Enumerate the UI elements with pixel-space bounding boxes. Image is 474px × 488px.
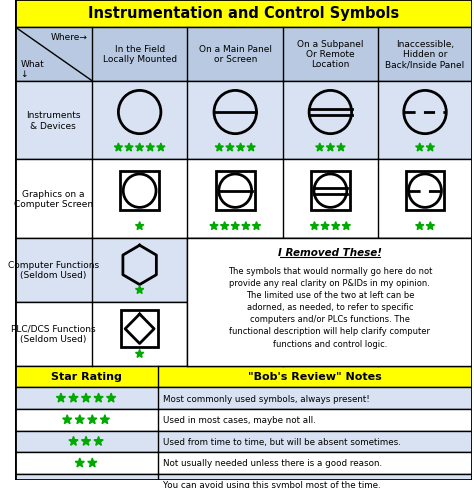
Polygon shape <box>69 436 78 446</box>
Text: What
↓: What ↓ <box>20 60 44 80</box>
Polygon shape <box>210 222 218 230</box>
Polygon shape <box>114 143 122 152</box>
Polygon shape <box>82 393 91 402</box>
Polygon shape <box>237 143 245 152</box>
Polygon shape <box>337 143 345 152</box>
Polygon shape <box>310 222 319 230</box>
Polygon shape <box>88 458 97 467</box>
Polygon shape <box>107 393 116 402</box>
Bar <box>15 430 473 452</box>
Text: You can avoid using this symbol most of the time.: You can avoid using this symbol most of … <box>164 480 381 488</box>
Bar <box>120 172 159 211</box>
Polygon shape <box>242 222 250 230</box>
Bar <box>216 172 255 211</box>
Polygon shape <box>100 415 109 424</box>
Text: I Removed These!: I Removed These! <box>278 247 382 257</box>
Polygon shape <box>146 143 155 152</box>
Bar <box>187 238 473 366</box>
Text: The symbols that would normally go here do not
provide any real clarity on P&IDs: The symbols that would normally go here … <box>228 266 432 348</box>
Text: "Bob's Review" Notes: "Bob's Review" Notes <box>248 372 382 382</box>
Polygon shape <box>82 436 91 446</box>
Bar <box>15 302 473 366</box>
Bar <box>311 172 350 211</box>
Bar <box>15 160 473 238</box>
Polygon shape <box>321 222 329 230</box>
Polygon shape <box>426 143 435 152</box>
Bar <box>15 0 473 27</box>
Bar <box>15 81 473 160</box>
Polygon shape <box>94 393 103 402</box>
Polygon shape <box>326 143 335 152</box>
Polygon shape <box>94 436 103 446</box>
Text: Instruments
& Devices: Instruments & Devices <box>26 111 81 130</box>
Text: Computer Functions
(Seldom Used): Computer Functions (Seldom Used) <box>8 261 99 280</box>
Text: Most commonly used symbols, always present!: Most commonly used symbols, always prese… <box>164 394 370 403</box>
Polygon shape <box>82 480 91 488</box>
Bar <box>15 409 473 430</box>
Text: On a Subpanel
Or Remote
Location: On a Subpanel Or Remote Location <box>297 40 364 69</box>
Polygon shape <box>231 222 239 230</box>
Polygon shape <box>316 143 324 152</box>
Polygon shape <box>63 415 72 424</box>
Bar <box>406 172 444 211</box>
Text: On a Main Panel
or Screen: On a Main Panel or Screen <box>199 45 272 64</box>
Polygon shape <box>136 286 144 294</box>
Bar <box>15 27 473 81</box>
Text: Not usually needed unless there is a good reason.: Not usually needed unless there is a goo… <box>164 459 383 468</box>
Bar <box>121 310 158 348</box>
Text: Graphics on a
Computer Screen: Graphics on a Computer Screen <box>14 189 93 209</box>
Text: In the Field
Locally Mounted: In the Field Locally Mounted <box>102 45 177 64</box>
Text: Used from time to time, but will be absent sometimes.: Used from time to time, but will be abse… <box>164 437 401 446</box>
Polygon shape <box>88 415 97 424</box>
Polygon shape <box>215 143 223 152</box>
Polygon shape <box>331 222 340 230</box>
Polygon shape <box>157 143 165 152</box>
Text: Instrumentation and Control Symbols: Instrumentation and Control Symbols <box>88 6 399 21</box>
Text: Star Rating: Star Rating <box>51 372 121 382</box>
Polygon shape <box>136 222 144 230</box>
Polygon shape <box>226 143 234 152</box>
Bar <box>15 238 473 302</box>
Bar <box>15 474 473 488</box>
Polygon shape <box>69 393 78 402</box>
Polygon shape <box>416 143 424 152</box>
Polygon shape <box>220 222 229 230</box>
Bar <box>15 366 473 387</box>
Polygon shape <box>342 222 350 230</box>
Polygon shape <box>247 143 255 152</box>
Polygon shape <box>136 143 144 152</box>
Polygon shape <box>125 143 133 152</box>
Polygon shape <box>426 222 435 230</box>
Polygon shape <box>136 350 144 358</box>
Text: Inaccessible,
Hidden or
Back/Inside Panel: Inaccessible, Hidden or Back/Inside Pane… <box>385 40 465 69</box>
Text: Where→: Where→ <box>51 33 88 42</box>
Polygon shape <box>252 222 261 230</box>
Bar <box>15 452 473 474</box>
Text: PLC/DCS Functions
(Seldom Used): PLC/DCS Functions (Seldom Used) <box>11 325 95 344</box>
Bar <box>15 387 473 409</box>
Polygon shape <box>416 222 424 230</box>
Polygon shape <box>56 393 65 402</box>
Polygon shape <box>75 415 84 424</box>
Text: Used in most cases, maybe not all.: Used in most cases, maybe not all. <box>164 415 316 425</box>
Polygon shape <box>75 458 84 467</box>
